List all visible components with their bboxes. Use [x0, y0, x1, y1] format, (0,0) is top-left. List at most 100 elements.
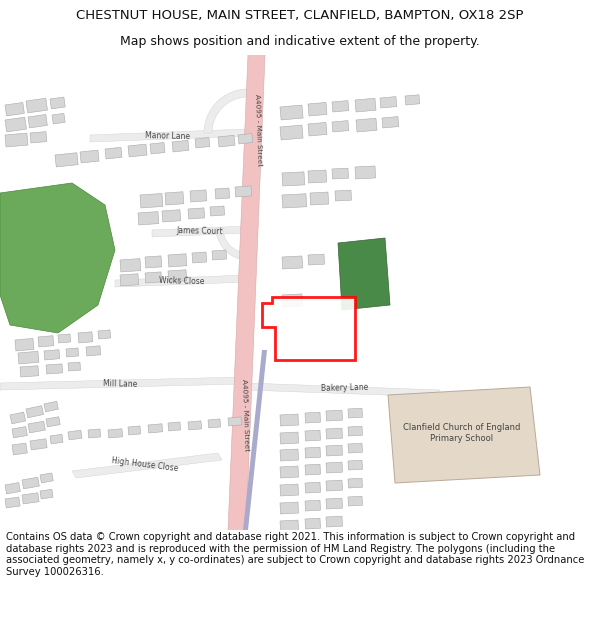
- Bar: [58, 334, 71, 343]
- Polygon shape: [243, 350, 267, 530]
- Bar: [405, 95, 420, 105]
- Bar: [210, 206, 224, 216]
- Bar: [382, 117, 399, 128]
- Bar: [308, 102, 327, 116]
- Bar: [88, 429, 101, 438]
- Bar: [145, 256, 162, 268]
- Polygon shape: [90, 129, 248, 142]
- Bar: [192, 252, 206, 263]
- Bar: [28, 114, 47, 128]
- Bar: [78, 332, 93, 343]
- Text: Bakery Lane: Bakery Lane: [321, 383, 369, 393]
- Bar: [332, 101, 349, 112]
- Bar: [172, 141, 189, 152]
- Bar: [348, 496, 362, 506]
- Bar: [326, 516, 343, 527]
- Polygon shape: [262, 297, 355, 360]
- Bar: [30, 132, 47, 143]
- Bar: [280, 125, 303, 140]
- Bar: [208, 419, 221, 428]
- Bar: [188, 421, 202, 430]
- Text: Manor Lane: Manor Lane: [145, 131, 191, 141]
- Bar: [15, 338, 34, 351]
- Bar: [40, 473, 53, 483]
- Bar: [326, 462, 343, 473]
- Bar: [308, 170, 326, 183]
- Bar: [305, 482, 320, 493]
- Bar: [18, 351, 39, 364]
- Bar: [326, 445, 343, 456]
- Polygon shape: [246, 383, 440, 397]
- Polygon shape: [0, 183, 115, 333]
- Text: A4095 - Main Street: A4095 - Main Street: [241, 379, 249, 451]
- Bar: [380, 97, 397, 108]
- Bar: [215, 188, 230, 199]
- Bar: [162, 210, 181, 222]
- Bar: [5, 497, 20, 508]
- Bar: [218, 136, 235, 147]
- Bar: [305, 518, 320, 529]
- Bar: [66, 348, 79, 357]
- Bar: [305, 412, 320, 423]
- Bar: [105, 148, 122, 159]
- Bar: [168, 422, 181, 431]
- Bar: [10, 412, 26, 424]
- Bar: [305, 430, 320, 441]
- Bar: [168, 270, 187, 282]
- Bar: [282, 172, 305, 186]
- Bar: [335, 190, 352, 201]
- Polygon shape: [204, 89, 255, 133]
- Bar: [308, 254, 325, 265]
- Bar: [305, 448, 320, 458]
- Bar: [46, 364, 62, 374]
- Bar: [52, 113, 65, 124]
- Text: A4095 - Main Street: A4095 - Main Street: [254, 94, 262, 166]
- Bar: [305, 464, 320, 475]
- Text: High House Close: High House Close: [111, 456, 179, 474]
- Polygon shape: [152, 226, 248, 237]
- Polygon shape: [115, 275, 248, 287]
- Bar: [5, 118, 26, 132]
- Bar: [235, 186, 251, 197]
- Bar: [55, 152, 78, 167]
- Bar: [348, 460, 362, 470]
- Bar: [86, 346, 101, 356]
- Text: Clanfield Church of England
Primary School: Clanfield Church of England Primary Scho…: [403, 423, 521, 442]
- Bar: [20, 366, 38, 377]
- Bar: [120, 259, 141, 272]
- Bar: [282, 194, 307, 208]
- Bar: [168, 254, 187, 267]
- Bar: [22, 478, 40, 489]
- Bar: [356, 118, 377, 132]
- Bar: [282, 256, 302, 269]
- Polygon shape: [216, 228, 248, 260]
- Polygon shape: [228, 55, 265, 530]
- Text: Wicks Close: Wicks Close: [159, 276, 205, 286]
- Bar: [190, 190, 207, 202]
- Bar: [280, 502, 299, 514]
- Bar: [108, 429, 122, 438]
- Bar: [148, 424, 163, 433]
- Bar: [12, 443, 27, 455]
- Polygon shape: [388, 387, 540, 483]
- Bar: [5, 482, 20, 494]
- Bar: [280, 484, 299, 496]
- Bar: [44, 401, 58, 412]
- Bar: [326, 498, 343, 509]
- Bar: [326, 480, 343, 491]
- Bar: [22, 492, 39, 504]
- Text: CHESTNUT HOUSE, MAIN STREET, CLANFIELD, BAMPTON, OX18 2SP: CHESTNUT HOUSE, MAIN STREET, CLANFIELD, …: [76, 9, 524, 22]
- Bar: [26, 406, 44, 418]
- Bar: [128, 426, 140, 435]
- Bar: [348, 443, 362, 453]
- Bar: [332, 168, 349, 179]
- Bar: [150, 142, 165, 154]
- Bar: [308, 122, 327, 136]
- Bar: [188, 208, 205, 219]
- Text: Contains OS data © Crown copyright and database right 2021. This information is : Contains OS data © Crown copyright and d…: [6, 532, 584, 577]
- Bar: [28, 421, 46, 433]
- Bar: [355, 166, 376, 179]
- Polygon shape: [0, 377, 244, 390]
- Bar: [98, 330, 110, 339]
- Bar: [46, 417, 60, 427]
